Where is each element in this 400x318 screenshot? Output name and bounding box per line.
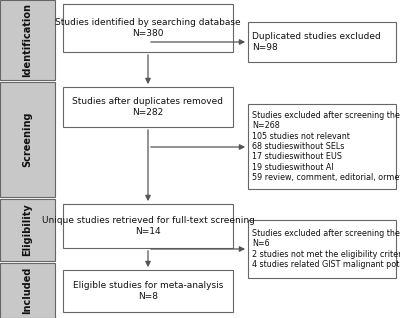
Bar [0, 0, 55, 80]
Text: Duplicated studies excluded
N=98: Duplicated studies excluded N=98 [252, 32, 381, 52]
Bar [0, 263, 55, 318]
Text: Eligibility: Eligibility [22, 204, 32, 256]
Bar [63, 270, 233, 312]
Bar [63, 87, 233, 127]
Bar [248, 22, 396, 62]
Text: Studies excluded after screening the title and abstract
N=268
105 studies not re: Studies excluded after screening the tit… [252, 111, 400, 182]
Text: Studies after duplicates removed
N=282: Studies after duplicates removed N=282 [72, 97, 224, 117]
Bar [248, 220, 396, 278]
Bar [0, 199, 55, 261]
Bar [0, 82, 55, 197]
Text: Identification: Identification [22, 3, 32, 77]
Text: Studies identified by searching database
N=380: Studies identified by searching database… [55, 18, 241, 38]
Text: Screening: Screening [22, 112, 32, 167]
Text: Studies excluded after screening the full-text
N=6
2 studies not met the eligibi: Studies excluded after screening the ful… [252, 229, 400, 269]
Text: Eligible studies for meta-analysis
N=8: Eligible studies for meta-analysis N=8 [73, 281, 223, 301]
Bar [63, 4, 233, 52]
Text: Included: Included [22, 267, 32, 314]
Bar [248, 104, 396, 189]
Bar [63, 204, 233, 248]
Text: Unique studies retrieved for full-text screening
N=14: Unique studies retrieved for full-text s… [42, 216, 254, 236]
